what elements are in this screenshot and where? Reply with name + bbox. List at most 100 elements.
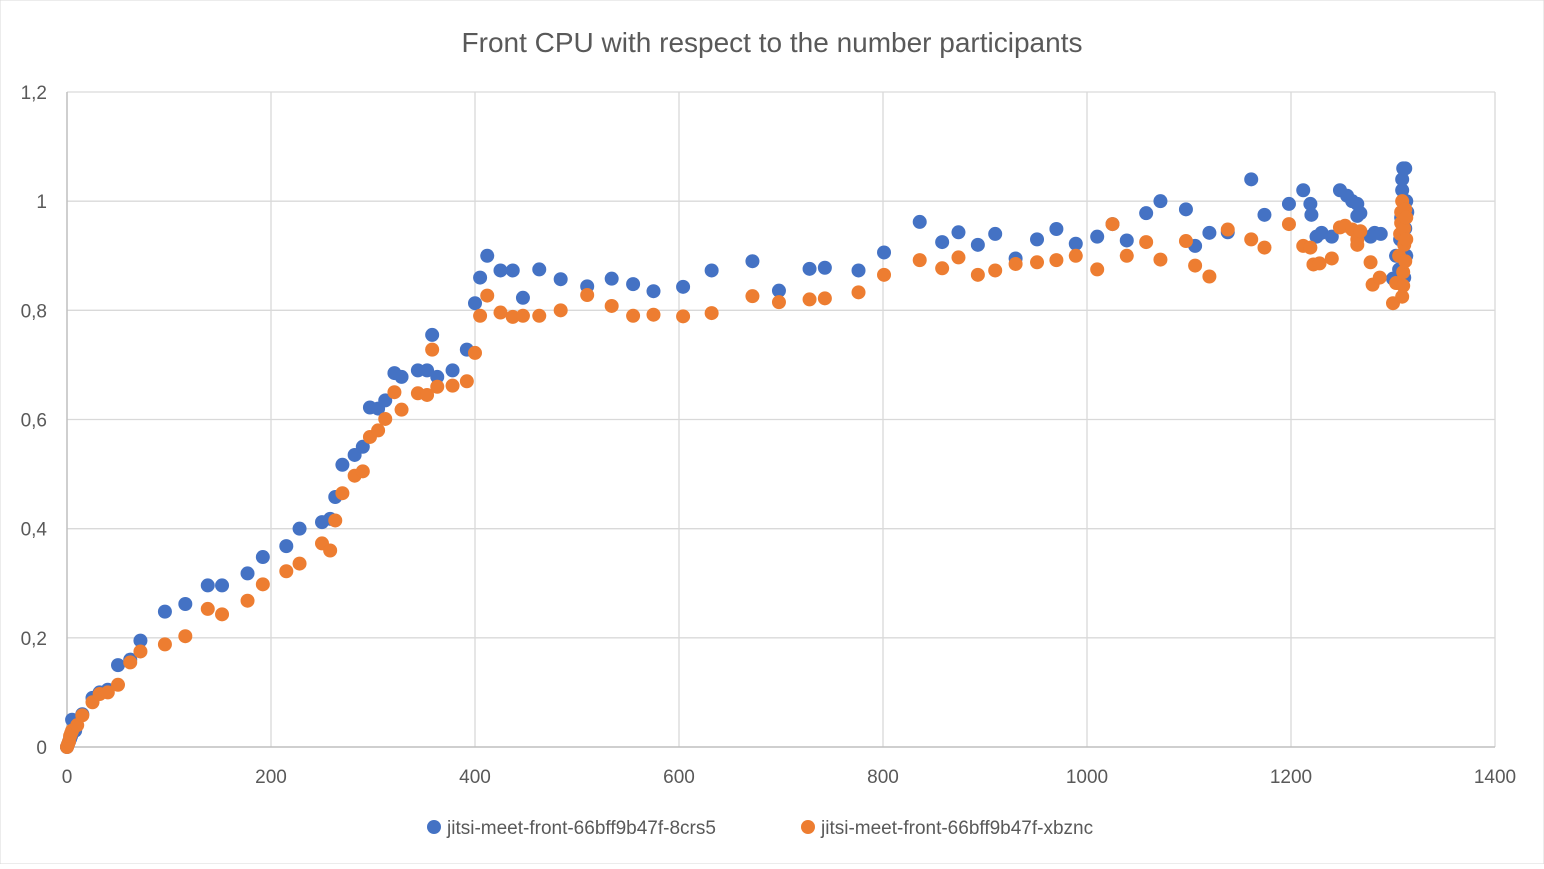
- data-point-series-2: [1220, 222, 1235, 237]
- data-point-series-1: [1324, 229, 1339, 244]
- data-point-series-2: [178, 629, 193, 644]
- data-point-series-1: [515, 290, 530, 305]
- data-point-series-1: [745, 254, 760, 269]
- x-tick-label: 1400: [1474, 767, 1516, 788]
- data-point-series-1: [505, 263, 520, 278]
- data-point-series-2: [75, 708, 90, 723]
- data-point-series-1: [553, 272, 568, 287]
- data-point-series-2: [255, 577, 270, 592]
- data-point-series-1: [676, 279, 691, 294]
- data-point-series-1: [1119, 233, 1134, 248]
- data-point-series-1: [1049, 222, 1064, 237]
- data-point-series-1: [877, 245, 892, 260]
- data-point-series-1: [133, 633, 148, 648]
- data-point-series-2: [355, 464, 370, 479]
- x-tick-label: 800: [867, 767, 899, 788]
- legend-label-series-2: jitsi-meet-front-66bff9b47f-xbznc: [820, 818, 1093, 839]
- data-point-series-1: [935, 235, 950, 250]
- data-point-series-1: [394, 369, 409, 384]
- data-point-series-2: [877, 267, 892, 282]
- data-point-series-2: [1139, 235, 1154, 250]
- data-point-series-2: [480, 288, 495, 303]
- data-point-series-2: [1312, 256, 1327, 271]
- y-tick-label: 0: [36, 738, 47, 759]
- data-point-series-2: [371, 423, 386, 438]
- data-point-series-2: [430, 379, 445, 394]
- data-point-series-1: [1202, 225, 1217, 240]
- data-point-series-1: [279, 539, 294, 554]
- data-point-series-2: [912, 253, 927, 268]
- data-point-series-2: [1353, 224, 1368, 239]
- data-point-series-2: [532, 308, 547, 323]
- data-point-series-1: [240, 566, 255, 581]
- data-point-series-1: [420, 363, 435, 378]
- data-point-series-2: [1324, 251, 1339, 266]
- data-point-series-2: [111, 677, 125, 692]
- data-point-series-2: [851, 285, 866, 300]
- data-point-series-2: [1188, 258, 1203, 273]
- data-point-series-2: [493, 305, 508, 320]
- data-point-series-2: [771, 295, 786, 310]
- data-point-series-1: [1395, 172, 1410, 187]
- data-point-series-1: [626, 277, 641, 292]
- data-point-series-1: [468, 296, 482, 311]
- data-point-series-1: [1178, 202, 1193, 217]
- data-point-series-2: [420, 387, 435, 402]
- legend-marker-series-1: [427, 820, 441, 834]
- data-point-series-1: [988, 226, 1003, 241]
- data-point-series-2: [1244, 232, 1259, 247]
- data-point-series-1: [1303, 196, 1318, 211]
- data-point-series-1: [425, 327, 440, 342]
- data-point-series-2: [1399, 210, 1414, 225]
- data-point-series-2: [1153, 252, 1168, 267]
- data-point-series-2: [1399, 232, 1414, 247]
- data-point-series-1: [480, 248, 495, 263]
- data-point-series-1: [912, 214, 927, 229]
- data-point-series-2: [215, 607, 230, 622]
- data-point-series-1: [1153, 194, 1168, 209]
- legend-marker-series-2: [801, 820, 815, 834]
- data-point-series-2: [133, 644, 148, 659]
- data-point-series-2: [468, 345, 482, 360]
- legend: jitsi-meet-front-66bff9b47f-8crs5 jitsi-m…: [427, 818, 1093, 839]
- data-point-series-1: [1373, 226, 1388, 241]
- y-tick-label: 0,4: [21, 520, 48, 541]
- data-point-series-1: [378, 393, 393, 408]
- data-point-series-2: [292, 556, 307, 571]
- data-point-series-2: [1397, 221, 1412, 236]
- data-point-series-1: [1139, 206, 1154, 221]
- data-point-series-1: [200, 578, 215, 593]
- data-point-series-2: [1396, 278, 1411, 293]
- data-point-series-2: [580, 288, 595, 303]
- data-point-series-1: [1353, 206, 1368, 221]
- data-point-series-1: [178, 596, 193, 611]
- data-point-series-1: [1244, 172, 1259, 187]
- x-tick-label: 600: [663, 767, 695, 788]
- data-point-series-2: [157, 637, 172, 652]
- y-tick-label: 1: [36, 192, 47, 213]
- data-point-series-2: [626, 308, 641, 323]
- data-point-series-2: [328, 513, 343, 528]
- legend-label-series-1: jitsi-meet-front-66bff9b47f-8crs5: [446, 818, 716, 839]
- data-point-series-1: [604, 271, 619, 286]
- data-point-series-2: [1395, 289, 1410, 304]
- data-point-series-2: [1030, 255, 1045, 270]
- data-point-series-2: [676, 309, 691, 324]
- data-point-series-2: [1049, 253, 1064, 268]
- data-point-series-2: [1396, 265, 1411, 280]
- data-point-series-2: [394, 402, 409, 417]
- x-tick-label: 1000: [1066, 767, 1108, 788]
- data-point-series-2: [1303, 240, 1318, 255]
- data-point-series-2: [817, 291, 832, 306]
- data-point-series-2: [553, 303, 568, 318]
- data-point-series-2: [1398, 254, 1413, 269]
- data-point-series-2: [473, 308, 488, 323]
- data-point-series-2: [1178, 234, 1193, 249]
- chart-title: Front CPU with respect to the number par…: [462, 27, 1083, 58]
- data-point-series-2: [704, 306, 719, 321]
- data-point-series-2: [951, 250, 966, 265]
- data-point-series-2: [1281, 217, 1296, 232]
- data-point-series-2: [988, 263, 1003, 278]
- data-point-series-1: [215, 578, 230, 593]
- data-point-series-1: [335, 457, 350, 472]
